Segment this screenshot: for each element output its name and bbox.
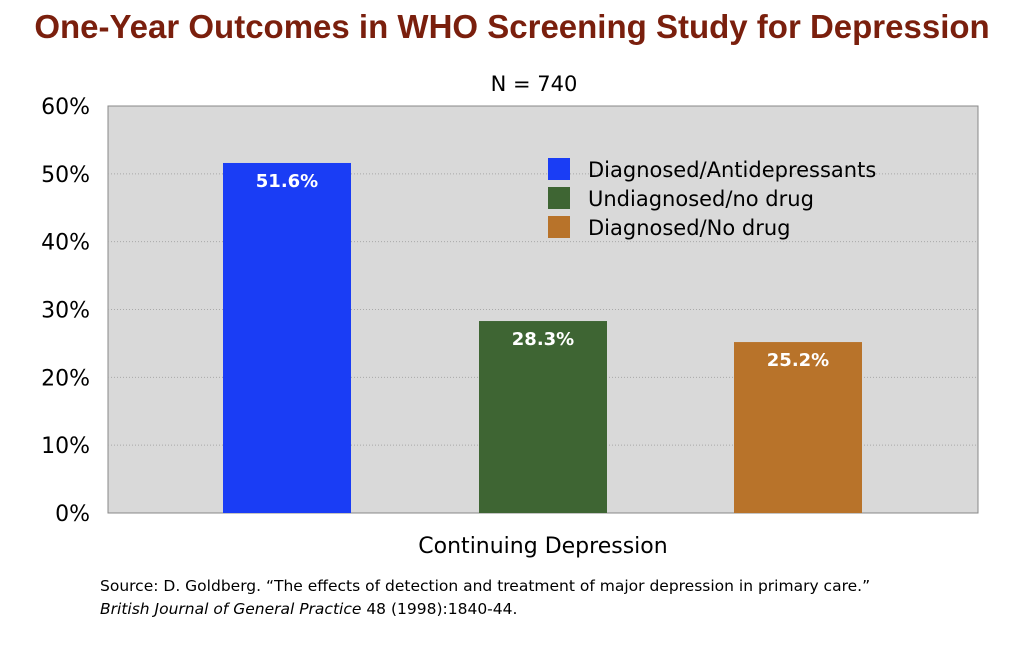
bar-labels: 51.6% 28.3% 25.2% bbox=[256, 171, 829, 371]
legend-label: Diagnosed/Antidepressants bbox=[588, 158, 876, 182]
legend-swatch bbox=[548, 187, 570, 209]
bar-chart: N = 740 0% 10% 20% 30% 40% 50% 60% 51.6% 28.3% 2… bbox=[41, 72, 979, 559]
legend-swatch bbox=[548, 216, 570, 238]
source-text: Source: D. Goldberg. “The effects of det… bbox=[100, 577, 871, 595]
legend-swatch bbox=[548, 158, 570, 180]
y-tick-label: 0% bbox=[55, 502, 90, 527]
y-tick-label: 10% bbox=[41, 434, 90, 459]
y-tick-label: 50% bbox=[41, 163, 90, 188]
bar-value-label: 28.3% bbox=[512, 329, 574, 350]
source-reference: British Journal of General Practice 48 (… bbox=[100, 598, 1000, 621]
x-axis-label: Continuing Depression bbox=[418, 534, 667, 559]
bar bbox=[734, 342, 862, 513]
source-citation: Source: D. Goldberg. “The effects of det… bbox=[100, 575, 1000, 621]
legend-label: Undiagnosed/no drug bbox=[588, 187, 814, 211]
y-tick-label: 30% bbox=[41, 299, 90, 324]
journal-citation: 48 (1998):1840-44. bbox=[361, 600, 518, 618]
bar-value-label: 25.2% bbox=[767, 350, 829, 371]
bar bbox=[223, 162, 351, 514]
bar-value-label: 51.6% bbox=[256, 171, 318, 192]
y-tick-label: 40% bbox=[41, 231, 90, 256]
y-tick-label: 60% bbox=[41, 95, 90, 120]
y-axis-ticks: 0% 10% 20% 30% 40% 50% 60% bbox=[41, 95, 90, 527]
chart-title: One-Year Outcomes in WHO Screening Study… bbox=[34, 8, 990, 45]
legend-label: Diagnosed/No drug bbox=[588, 216, 790, 240]
journal-name: British Journal of General Practice bbox=[100, 600, 362, 618]
chart-subtitle: N = 740 bbox=[491, 72, 578, 96]
bar bbox=[479, 321, 607, 513]
legend: Diagnosed/Antidepressants Undiagnosed/no … bbox=[548, 158, 876, 240]
y-tick-label: 20% bbox=[41, 366, 90, 391]
bars bbox=[223, 162, 862, 514]
